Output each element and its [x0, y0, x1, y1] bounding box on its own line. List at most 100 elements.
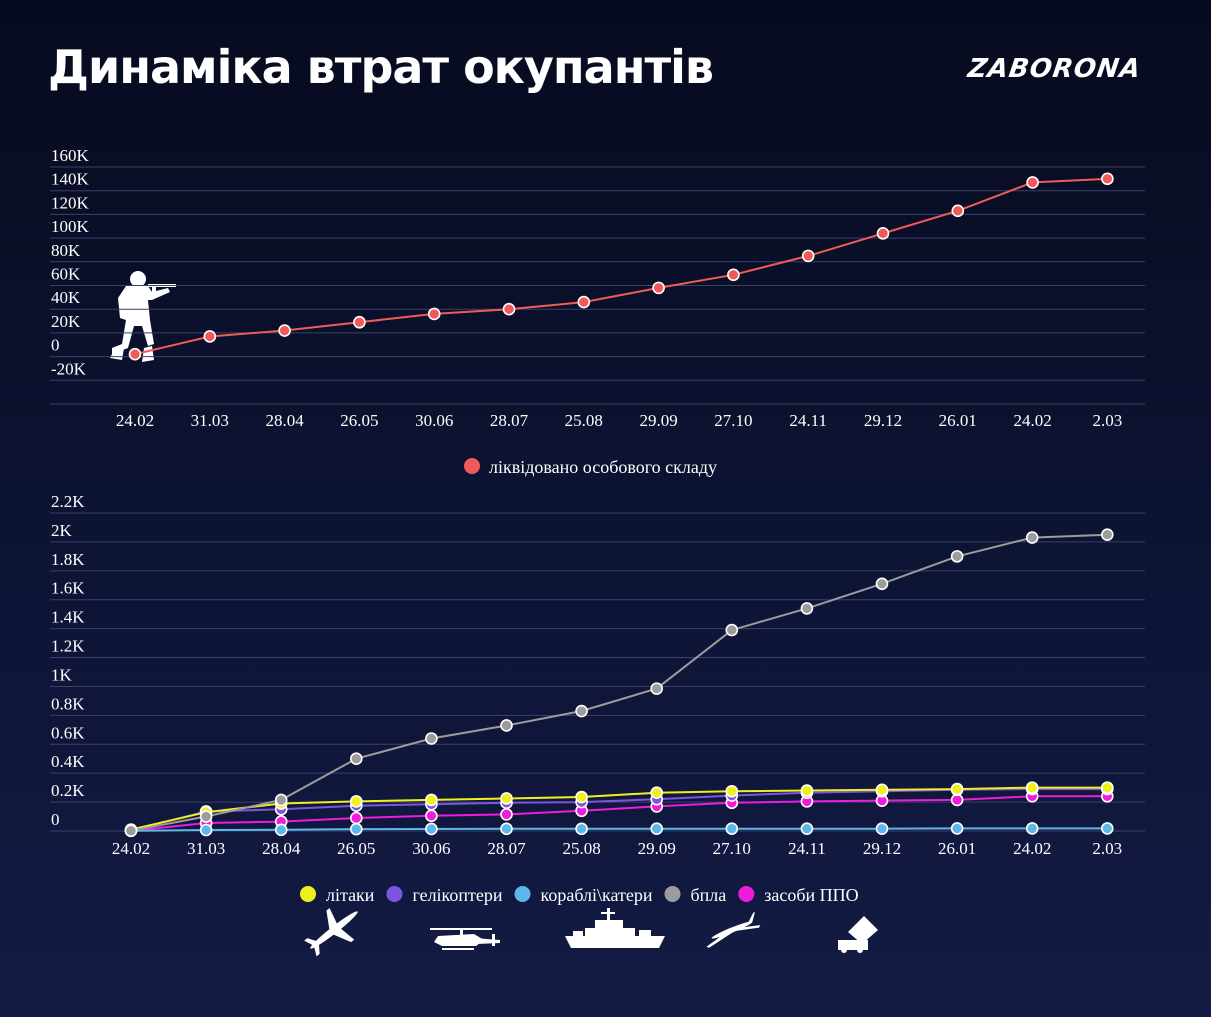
y-tick-label: 20K	[51, 312, 81, 331]
data-point-uav	[124, 824, 138, 838]
data-point-aircraft	[1025, 781, 1039, 794]
data-point-personnel	[278, 324, 291, 337]
legend-swatch	[738, 886, 755, 902]
x-tick-label: 28.07	[490, 411, 529, 430]
x-tick-label: 28.07	[487, 839, 526, 858]
data-point-aircraft	[650, 786, 664, 799]
x-tick-label: 27.10	[714, 411, 752, 430]
data-point-uav	[800, 602, 814, 615]
data-point-uav	[349, 752, 363, 766]
legend-label: кораблі\катери	[541, 885, 653, 905]
y-tick-label: 160K	[51, 146, 90, 165]
y-tick-label: 100K	[51, 217, 90, 236]
y-tick-label: 0	[51, 810, 60, 829]
legend-label: гелікоптери	[412, 885, 502, 905]
legend-label: літаки	[326, 885, 375, 905]
y-tick-label: 0.4K	[51, 752, 85, 771]
page-title: Динаміка втрат окупантів	[48, 40, 714, 94]
data-point-aircraft	[875, 783, 889, 797]
data-point-personnel	[1101, 172, 1114, 186]
data-point-personnel	[652, 281, 665, 295]
drone-icon	[706, 912, 761, 948]
data-point-ships	[199, 823, 213, 837]
x-tick-label: 25.08	[562, 839, 600, 858]
x-tick-label: 26.05	[340, 411, 378, 430]
data-point-uav	[875, 577, 889, 591]
x-tick-label: 30.06	[412, 839, 450, 858]
x-tick-label: 24.02	[116, 411, 154, 430]
x-tick-label: 30.06	[415, 411, 453, 430]
x-tick-label: 26.05	[337, 839, 375, 858]
series-line-air_defense	[130, 795, 1108, 832]
y-tick-label: 0.2K	[51, 781, 85, 800]
data-point-uav	[650, 682, 664, 695]
data-point-uav	[725, 623, 739, 637]
x-tick-label: 28.04	[262, 839, 301, 858]
data-point-aircraft	[725, 784, 739, 798]
x-tick-label: 24.11	[789, 411, 827, 430]
x-tick-label: 24.02	[1013, 411, 1051, 430]
data-point-uav	[950, 550, 964, 563]
data-point-ships	[800, 822, 814, 835]
x-tick-label: 31.03	[187, 839, 225, 858]
data-point-ships	[1101, 822, 1114, 835]
data-point-air_defense	[349, 811, 363, 825]
y-tick-label: 1.8K	[51, 550, 85, 569]
legend-swatch	[464, 458, 480, 474]
data-point-uav	[425, 732, 438, 745]
data-point-aircraft	[425, 793, 438, 807]
x-tick-label: 27.10	[713, 839, 751, 858]
series-line-ships	[130, 827, 1108, 832]
data-point-personnel	[1026, 176, 1039, 189]
y-tick-label: 2K	[51, 521, 73, 540]
data-point-personnel	[801, 249, 815, 263]
y-tick-label: 120K	[51, 193, 90, 212]
data-point-ships	[875, 822, 889, 835]
x-tick-label: 29.12	[864, 411, 902, 430]
data-point-uav	[575, 704, 588, 718]
y-tick-label: -20K	[51, 359, 87, 378]
legend-swatch	[386, 886, 403, 902]
data-point-aircraft	[349, 795, 363, 808]
y-tick-label: 0.6K	[51, 723, 85, 742]
data-point-uav	[500, 719, 513, 732]
data-point-ships	[500, 822, 513, 836]
data-point-personnel	[203, 330, 217, 343]
helicopter-icon	[430, 928, 500, 950]
y-tick-label: 140K	[51, 170, 90, 189]
data-point-aircraft	[800, 784, 814, 797]
x-tick-label: 25.08	[565, 411, 603, 430]
data-point-personnel	[502, 302, 516, 316]
data-point-aircraft	[950, 782, 964, 796]
x-tick-label: 28.04	[265, 411, 304, 430]
data-point-personnel	[727, 268, 740, 282]
air-defense-launcher-icon	[838, 916, 878, 953]
data-point-ships	[1025, 822, 1039, 835]
x-tick-label: 24.02	[1013, 839, 1051, 858]
data-point-personnel	[353, 315, 366, 329]
x-tick-label: 2.03	[1093, 411, 1123, 430]
y-tick-label: 80K	[51, 241, 81, 260]
data-point-ships	[950, 822, 964, 835]
y-tick-label: 0	[51, 336, 60, 355]
x-tick-label: 26.01	[939, 411, 977, 430]
data-point-ships	[349, 822, 363, 836]
x-tick-label: 29.12	[863, 839, 901, 858]
x-tick-label: 24.02	[112, 839, 150, 858]
y-tick-label: 60K	[51, 265, 81, 284]
series-line-personnel	[134, 177, 1108, 356]
data-point-personnel	[876, 227, 890, 240]
y-tick-label: 40K	[51, 288, 81, 307]
series-line-uav	[130, 533, 1108, 832]
x-tick-label: 26.01	[938, 839, 976, 858]
data-point-air_defense	[425, 809, 438, 823]
data-point-ships	[274, 823, 288, 837]
legend-label: засоби ППО	[764, 885, 858, 905]
data-point-personnel	[951, 204, 965, 218]
legend-swatch	[300, 886, 316, 902]
data-point-uav	[1025, 531, 1039, 544]
y-tick-label: 1.6K	[51, 579, 85, 598]
data-point-uav	[274, 793, 288, 807]
data-point-personnel	[577, 295, 591, 309]
